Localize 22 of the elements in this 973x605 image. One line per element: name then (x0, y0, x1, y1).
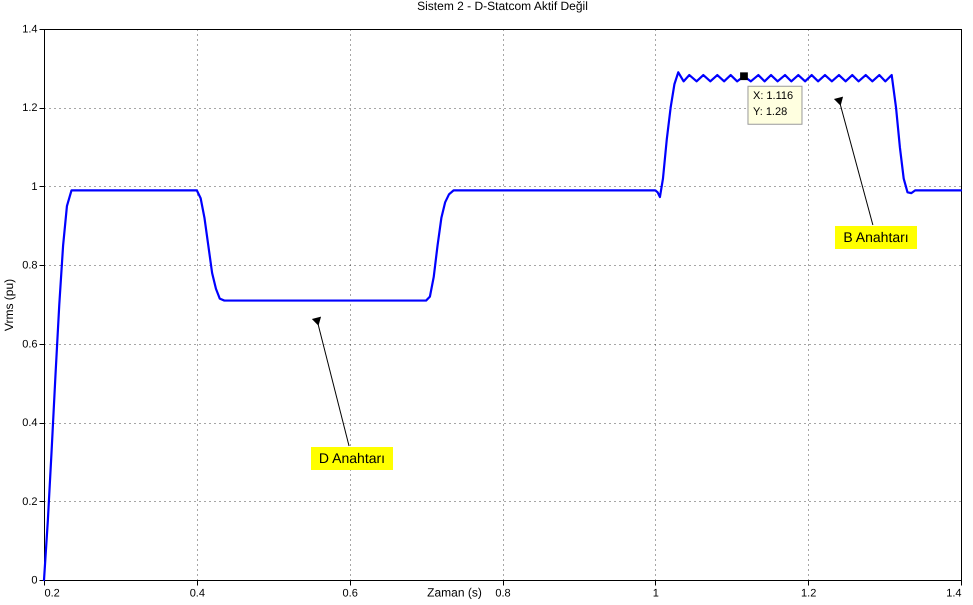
x-axis-title: Zaman (s) (427, 586, 482, 600)
x-tick-label: 0.2 (44, 588, 60, 600)
annotation: X: 1.116 Y: 1.28 (752, 90, 794, 118)
x-tick-label: 1.4 (946, 588, 962, 600)
x-tick-label: 0.4 (190, 588, 205, 600)
y-tick-label: 0.6 (22, 338, 38, 350)
line-series (42, 71, 962, 582)
y-tick-label: 0.2 (22, 496, 38, 508)
y-tick-label: 1.2 (22, 102, 38, 114)
annotation: B Anahtarı (843, 229, 909, 245)
x-tick-label: 1.2 (801, 588, 816, 600)
chart-title: Sistem 2 - D-Statcom Aktif Değil (417, 0, 588, 13)
y-tick-label: 1.4 (22, 24, 38, 36)
x-tick-label: 1 (652, 588, 659, 600)
y-tick-label: 0.4 (22, 417, 38, 430)
annotation: D Anahtarı (318, 450, 386, 466)
y-axis-title: Vrms (pu) (2, 278, 16, 332)
y-tick-label: 0 (31, 574, 38, 586)
y-tick-label: 0.8 (22, 260, 38, 272)
y-tick-label: 1 (31, 180, 38, 193)
x-tick-label: 0.8 (495, 588, 511, 600)
x-tick-label: 0.6 (342, 588, 358, 600)
